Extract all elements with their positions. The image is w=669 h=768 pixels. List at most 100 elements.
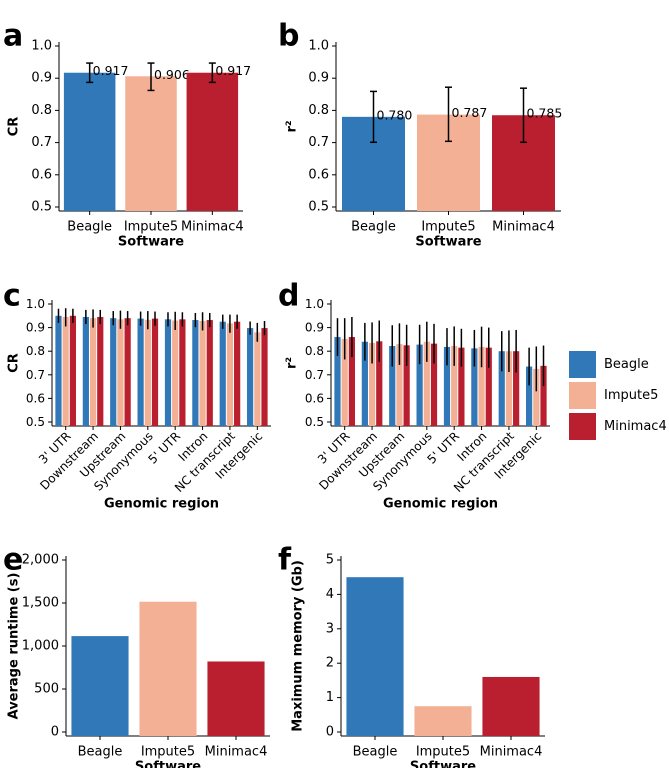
- bar-beagle: [192, 320, 199, 426]
- bar-beagle: [471, 348, 478, 426]
- bar-impute5: [396, 344, 403, 426]
- data-label: 0.917: [93, 63, 129, 78]
- x-tick-label: Beagle: [351, 220, 396, 235]
- bar-beagle: [247, 328, 254, 426]
- y-tick-label: 0.8: [31, 103, 52, 118]
- y-tick-label: 3: [326, 621, 334, 636]
- bar-minimac4: [430, 343, 438, 426]
- y-tick-label: 0.7: [31, 135, 52, 150]
- bar-impute5: [414, 706, 472, 736]
- x-tick-label: Impute5: [421, 220, 475, 235]
- y-tick-label: 0.8: [305, 344, 324, 358]
- bar-minimac4: [97, 316, 104, 426]
- y-tick-label: 0.5: [31, 200, 52, 215]
- y-tick-label: 0.7: [305, 368, 324, 382]
- y-tick-label: 0.9: [26, 321, 45, 335]
- bar-beagle: [526, 366, 533, 426]
- bar-minimac4: [540, 365, 547, 426]
- y-tick-label: 0: [51, 725, 59, 740]
- bar-impute5: [144, 319, 151, 426]
- x-tick-label: Impute5: [124, 220, 178, 235]
- bar-impute5: [139, 601, 197, 736]
- y-tick-label: 1.0: [305, 297, 324, 311]
- bar-minimac4: [186, 72, 239, 211]
- y-tick-label: 0.5: [305, 415, 324, 429]
- bar-minimac4: [69, 315, 76, 426]
- data-label: 0.780: [377, 107, 413, 122]
- bar-minimac4: [403, 345, 410, 426]
- bar-impute5: [199, 320, 206, 426]
- bar-beagle: [63, 72, 116, 211]
- y-tick-label: 1.0: [31, 39, 52, 54]
- y-axis-title: Maximum memory (Gb): [291, 560, 306, 732]
- bar-beagle: [361, 341, 368, 426]
- x-tick-label: Minimac4: [205, 745, 268, 760]
- x-tick-label: Impute5: [416, 745, 470, 760]
- y-tick-label: 1.0: [308, 39, 329, 54]
- bar-minimac4: [124, 318, 131, 426]
- panel-letter: a: [3, 19, 23, 54]
- x-axis-title: Software: [415, 235, 481, 250]
- x-tick-label: Beagle: [353, 745, 398, 760]
- y-tick-label: 0.6: [305, 391, 324, 405]
- bar-beagle: [389, 346, 396, 426]
- x-tick-label: Beagle: [78, 745, 123, 760]
- legend-label: Impute5: [604, 388, 658, 403]
- y-tick-label: 1: [326, 690, 334, 705]
- bar-beagle: [346, 577, 404, 736]
- bar-minimac4: [261, 328, 268, 426]
- y-tick-label: 500: [34, 682, 59, 697]
- bar-impute5: [423, 341, 430, 426]
- y-tick-label: 0.7: [26, 368, 45, 382]
- bar-beagle: [137, 318, 144, 426]
- bar-minimac4: [513, 351, 520, 426]
- y-axis-title: CR: [7, 353, 22, 373]
- bar-minimac4: [458, 347, 465, 426]
- bar-impute5: [89, 318, 97, 426]
- legend-label: Beagle: [604, 357, 649, 372]
- bar-minimac4: [234, 321, 241, 426]
- x-tick-label: Minimac4: [181, 220, 244, 235]
- bar-beagle: [334, 337, 341, 426]
- panel-letter: c: [3, 279, 21, 314]
- bar-minimac4: [206, 320, 213, 426]
- y-tick-label: 0.6: [31, 167, 52, 182]
- y-tick-label: 1.0: [26, 297, 45, 311]
- legend-swatch-beagle: [569, 351, 596, 378]
- legend-label: Minimac4: [604, 419, 667, 434]
- y-tick-label: 1,000: [22, 639, 59, 654]
- y-tick-label: 0.5: [26, 415, 45, 429]
- y-tick-label: 2: [326, 656, 334, 671]
- y-tick-label: 0.8: [26, 344, 45, 358]
- bar-impute5: [226, 323, 234, 426]
- x-tick-label: Minimac4: [492, 220, 555, 235]
- bar-impute5: [533, 368, 540, 426]
- x-tick-label: Beagle: [67, 220, 112, 235]
- y-tick-label: 1,500: [22, 596, 59, 611]
- bar-minimac4: [376, 341, 383, 426]
- bar-minimac4: [207, 661, 265, 736]
- y-tick-label: 0.9: [308, 71, 329, 86]
- y-tick-label: 0: [326, 725, 334, 740]
- bar-minimac4: [482, 676, 540, 736]
- bar-beagle: [416, 344, 423, 426]
- y-tick-label: 0.8: [308, 103, 329, 118]
- bar-beagle: [498, 351, 505, 426]
- legend: Beagle Impute5 Minimac4: [569, 351, 667, 440]
- bar-impute5: [451, 346, 458, 426]
- bar-beagle: [443, 346, 451, 426]
- panel-f: f 0 1 2 3 4 5 Maximum memory (Gb) Beagle Impute5 M…: [278, 543, 545, 768]
- panel-letter: b: [278, 19, 299, 54]
- y-tick-label: 4: [326, 587, 334, 602]
- bar-impute5: [117, 319, 124, 426]
- y-tick-label: 0.9: [31, 71, 52, 86]
- data-label: 0.787: [452, 105, 488, 120]
- bar-beagle: [82, 316, 89, 426]
- x-axis-title: Software: [118, 235, 184, 250]
- y-tick-label: 0.5: [308, 200, 329, 215]
- bar-impute5: [125, 76, 177, 211]
- data-label: 0.785: [527, 106, 563, 121]
- y-tick-label: 0.7: [308, 135, 329, 150]
